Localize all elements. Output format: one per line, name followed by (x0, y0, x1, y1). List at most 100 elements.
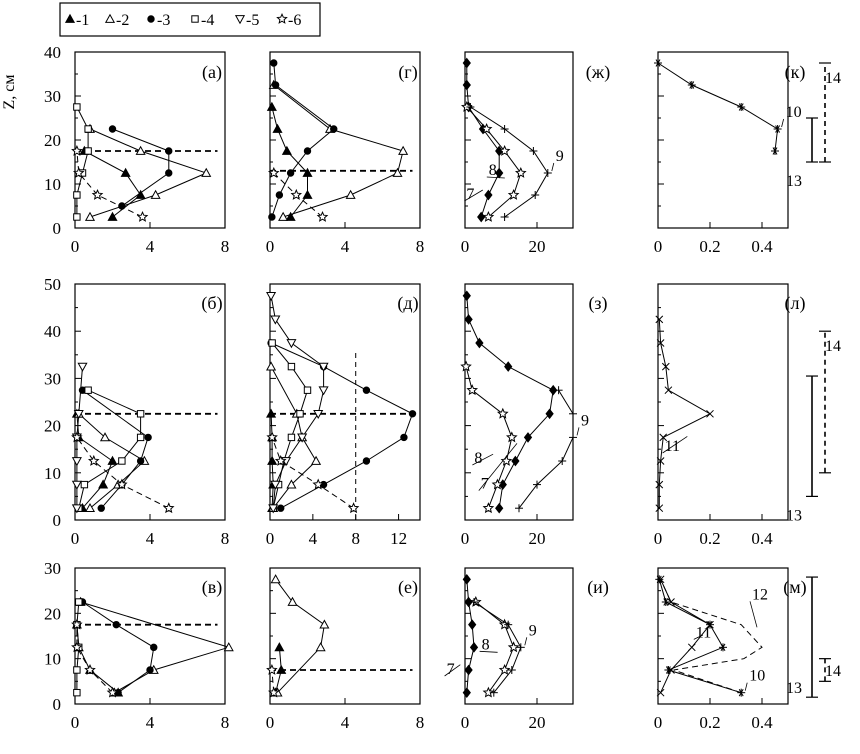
legend-box (59, 2, 321, 37)
x-tick-label: 4 (309, 529, 318, 548)
data-point (495, 502, 504, 514)
data-point (277, 504, 285, 512)
x-tick-label: 0 (266, 713, 275, 732)
data-point (303, 386, 312, 394)
data-point (272, 123, 283, 133)
data-point (315, 642, 326, 652)
series-line (466, 295, 554, 509)
series: 8 (469, 595, 520, 698)
x-tick-label: 0 (461, 713, 470, 732)
data-point (150, 189, 161, 199)
series-line (658, 319, 712, 509)
data-point (73, 213, 81, 221)
data-point (73, 191, 81, 199)
data-point (475, 337, 484, 349)
panel: 0 4 8 (е) (266, 567, 425, 732)
data-point (654, 59, 662, 67)
x-tick-label: 4 (146, 529, 155, 548)
depth-bracket: 13 (786, 576, 818, 698)
y-tick-label: 30 (44, 559, 61, 578)
data-point (498, 663, 511, 675)
series-line (518, 389, 574, 509)
x-tick-label: 0 (461, 237, 470, 256)
y-tick-label: 30 (44, 87, 61, 106)
data-point (302, 189, 313, 199)
data-point (271, 81, 280, 89)
data-point (771, 147, 779, 155)
data-point (72, 166, 85, 178)
data-point (267, 455, 278, 465)
series: 10 (654, 59, 802, 155)
data-point (112, 620, 120, 629)
data-point (223, 642, 234, 652)
x-tick-label: 0.4 (751, 713, 773, 732)
bracket-label: 14 (825, 338, 841, 355)
x-tick-label: 8 (221, 529, 230, 548)
y-tick-label: 10 (44, 175, 61, 194)
series (71, 431, 175, 514)
series: 7 (444, 574, 479, 698)
data-point (507, 188, 520, 200)
data-point (706, 409, 714, 418)
data-point (84, 386, 92, 394)
data-point (287, 433, 296, 442)
data-point (267, 686, 280, 698)
data-point (281, 145, 292, 155)
data-point (533, 480, 541, 489)
series-label: 7 (466, 186, 474, 203)
depth-bracket: 13 (786, 117, 818, 190)
series: 11 (656, 575, 714, 697)
data-point (165, 147, 173, 155)
panel: 0 20 (з) 7 8 9 (460, 283, 608, 548)
data-point (287, 362, 296, 371)
x-tick-label: 0.4 (751, 529, 773, 548)
data-point (108, 125, 117, 133)
series-line (270, 295, 325, 509)
series-label-leader (744, 682, 748, 691)
data-point (507, 666, 516, 674)
legend-label: -1 (76, 12, 89, 29)
y-tick-label: 0 (53, 511, 62, 530)
data-point (136, 457, 145, 465)
x-tick-label: 8 (221, 237, 230, 256)
data-point (75, 598, 83, 606)
data-point (98, 479, 109, 489)
series-label: 8 (474, 450, 482, 467)
x-tick-label: 20 (529, 713, 546, 732)
x-tick-label: 8 (351, 529, 360, 548)
data-point (274, 642, 285, 652)
data-point (146, 666, 154, 674)
data-point (318, 362, 329, 372)
x-tick-label: 0 (266, 529, 275, 548)
series (270, 574, 330, 697)
data-point (84, 147, 92, 155)
series-label: 8 (489, 162, 497, 179)
data-point (558, 457, 567, 465)
x-tick-label: 0 (71, 713, 80, 732)
data-point (71, 457, 82, 467)
series-label-leader (478, 443, 518, 491)
series (73, 103, 92, 221)
data-point (120, 167, 131, 177)
legend-marker (147, 15, 155, 23)
y-tick-label: 10 (44, 464, 61, 483)
data-point (267, 166, 280, 178)
panel-frame (657, 567, 789, 705)
data-point (531, 191, 540, 199)
data-point (270, 574, 281, 584)
series-label: 10 (749, 668, 765, 685)
series: 9 (466, 103, 564, 221)
data-point (706, 620, 714, 629)
y-tick-label: 40 (44, 43, 61, 62)
data-point (84, 211, 96, 221)
series-line (660, 579, 763, 694)
data-point (500, 213, 509, 221)
data-point (462, 57, 471, 69)
legend-item: -2 (104, 12, 129, 29)
data-point (392, 167, 403, 177)
series-line (658, 579, 742, 694)
x-tick-label: 8 (416, 713, 425, 732)
data-point (84, 125, 92, 133)
legend-label: -4 (201, 12, 214, 29)
x-tick-label: 4 (146, 237, 155, 256)
